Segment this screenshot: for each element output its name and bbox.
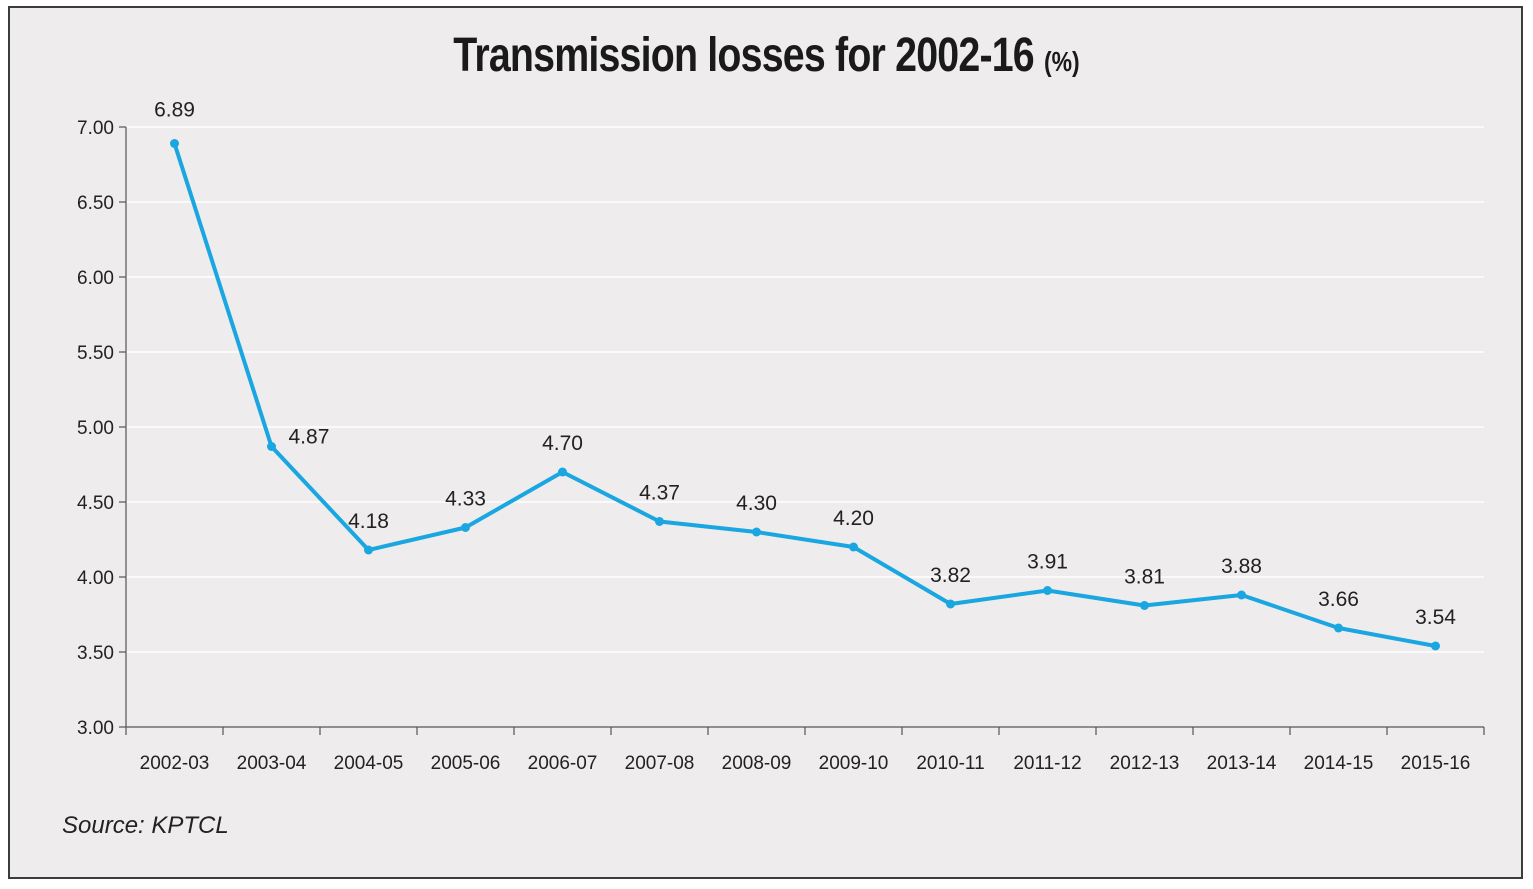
x-tick-label: 2013-14 bbox=[1207, 753, 1277, 774]
x-tick-label: 2014-15 bbox=[1304, 753, 1374, 774]
data-point bbox=[849, 542, 858, 552]
data-label: 3.88 bbox=[1221, 555, 1262, 578]
x-tick-label: 2008-09 bbox=[722, 753, 792, 774]
data-label: 3.66 bbox=[1318, 588, 1359, 611]
x-tick-label: 2005-06 bbox=[431, 753, 501, 774]
data-point bbox=[170, 139, 179, 148]
data-point bbox=[752, 527, 761, 537]
data-point bbox=[1334, 623, 1343, 633]
x-tick-label: 2003-04 bbox=[237, 753, 307, 774]
data-point bbox=[267, 442, 276, 451]
data-point bbox=[1140, 601, 1149, 610]
y-tick-label: 7.00 bbox=[77, 118, 114, 139]
chart-title: Transmission losses for 2002-16 (%) bbox=[138, 28, 1395, 83]
x-tick-label: 2011-12 bbox=[1013, 753, 1081, 774]
data-label: 3.91 bbox=[1027, 551, 1068, 574]
x-tick-label: 2010-11 bbox=[916, 753, 984, 774]
data-point bbox=[1043, 586, 1052, 595]
data-point bbox=[461, 523, 470, 532]
x-tick-label: 2006-07 bbox=[528, 753, 598, 774]
x-tick-label: 2015-16 bbox=[1401, 753, 1471, 774]
y-tick-label: 4.50 bbox=[77, 493, 114, 514]
data-label: 4.18 bbox=[348, 510, 389, 533]
chart-frame bbox=[8, 6, 1523, 879]
data-label: 3.54 bbox=[1415, 606, 1456, 629]
y-tick-label: 5.00 bbox=[77, 418, 114, 439]
data-point bbox=[1237, 590, 1246, 600]
data-point bbox=[655, 517, 664, 526]
source-note: Source: KPTCL bbox=[62, 812, 229, 839]
data-label: 3.81 bbox=[1124, 566, 1165, 589]
data-label: 4.33 bbox=[445, 488, 486, 511]
data-label: 4.37 bbox=[639, 482, 680, 505]
data-label: 4.87 bbox=[289, 426, 330, 449]
data-label: 4.70 bbox=[542, 432, 583, 455]
x-tick-label: 2012-13 bbox=[1110, 753, 1180, 774]
data-label: 6.89 bbox=[154, 99, 195, 122]
x-tick-label: 2004-05 bbox=[334, 753, 404, 774]
y-tick-label: 6.50 bbox=[77, 193, 114, 214]
data-point bbox=[1431, 641, 1440, 651]
y-tick-label: 4.00 bbox=[77, 568, 114, 589]
x-tick-label: 2002-03 bbox=[140, 753, 210, 774]
data-point bbox=[364, 545, 373, 555]
chart-title-text: Transmission losses for 2002-16 bbox=[453, 29, 1034, 82]
y-tick-label: 6.00 bbox=[77, 268, 114, 289]
series-line bbox=[172, 142, 1436, 648]
data-label: 4.30 bbox=[736, 492, 777, 515]
data-point bbox=[558, 467, 567, 477]
data-label: 3.82 bbox=[930, 564, 971, 587]
data-label: 4.20 bbox=[833, 507, 874, 530]
y-tick-label: 5.50 bbox=[77, 343, 114, 364]
data-point bbox=[946, 599, 955, 609]
x-tick-label: 2009-10 bbox=[819, 753, 889, 774]
y-tick-label: 3.00 bbox=[77, 718, 114, 739]
y-tick-label: 3.50 bbox=[77, 643, 114, 664]
chart-title-unit: (%) bbox=[1043, 46, 1080, 77]
x-tick-label: 2007-08 bbox=[625, 753, 695, 774]
